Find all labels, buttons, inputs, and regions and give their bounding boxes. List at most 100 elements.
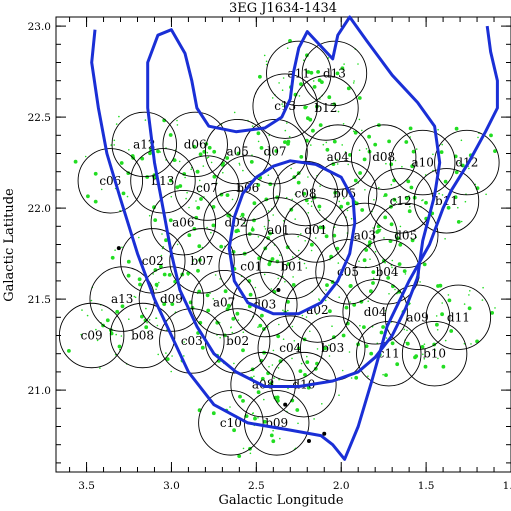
source-point [251,125,254,127]
x-tick-label: 3.5 [78,480,95,492]
source-point [350,377,353,379]
source-point [489,133,493,138]
source-point [278,323,280,326]
source-point [210,231,212,234]
source-point [460,163,465,168]
source-point [358,260,360,263]
source-point [457,206,459,209]
source-point [199,197,203,201]
source-point [323,346,327,351]
source-point [265,63,268,66]
source-point [454,126,459,131]
source-point [126,259,131,264]
source-point [485,193,487,196]
source-point [390,264,393,267]
source-point [113,144,115,146]
source-point [406,179,411,184]
source-point [352,82,355,84]
source-point [99,367,101,369]
source-point [198,190,200,193]
source-point [259,146,264,150]
source-point [170,195,173,198]
source-point [331,325,333,328]
source-point [291,283,296,287]
field-circle [203,189,269,256]
source-point [199,185,201,187]
contour-middle [146,15,442,388]
source-point [343,197,345,200]
source-point [364,248,369,252]
source-point [292,276,294,278]
source-point [183,341,185,343]
source-point [284,129,287,132]
source-point [357,96,362,100]
source-point [209,292,211,295]
source-point [353,130,358,135]
source-point [156,149,160,154]
source-point [290,167,292,170]
source-point [387,139,391,144]
source-point [291,256,294,258]
field-label: d09 [160,292,183,306]
source-point [223,289,228,294]
source-point [336,163,339,165]
source-point [439,150,444,155]
source-point [386,276,391,280]
source-point [333,190,338,195]
y-tick-label: 23.0 [28,21,51,33]
field-circle [311,160,378,227]
source-point [421,199,423,202]
source-point [176,124,179,126]
source-point [167,273,172,277]
field-circle [413,168,480,234]
source-point [313,418,315,420]
source-point [383,193,388,197]
field-label: a09 [406,310,428,324]
source-point [168,178,173,183]
marked-position [276,288,281,292]
source-point [86,314,89,317]
source-point [282,105,284,108]
source-point [346,209,349,212]
source-point [298,258,301,260]
field-circle [77,148,144,214]
source-point [344,305,349,310]
source-point [338,296,341,299]
source-point [257,326,259,329]
source-point [188,206,190,209]
source-point [271,97,274,99]
source-point [100,188,103,191]
field-label: b01 [281,259,304,273]
source-point [401,165,403,168]
source-point [373,142,378,147]
marked-positions [116,246,327,444]
source-point [206,157,209,159]
field-circle [425,284,492,351]
source-point [306,385,311,390]
field-circle [245,197,312,263]
source-point [156,324,159,327]
source-point [310,242,314,247]
source-point [319,185,321,187]
source-point [353,80,355,82]
source-point [152,273,154,275]
source-point [309,330,311,333]
field-circle [390,129,456,196]
source-point [341,144,344,146]
source-point [388,293,390,295]
source-point [318,123,323,127]
source-point [324,299,327,302]
source-point [147,331,149,334]
source-point [285,196,288,199]
source-point [281,89,284,91]
source-point [382,373,384,376]
source-point [395,201,398,203]
source-point [389,222,394,227]
source-point [274,149,279,153]
source-point [242,331,245,334]
source-point [437,357,439,360]
source-point [341,333,346,338]
source-point [467,306,472,311]
field-circle [244,390,310,456]
source-point [372,277,375,280]
